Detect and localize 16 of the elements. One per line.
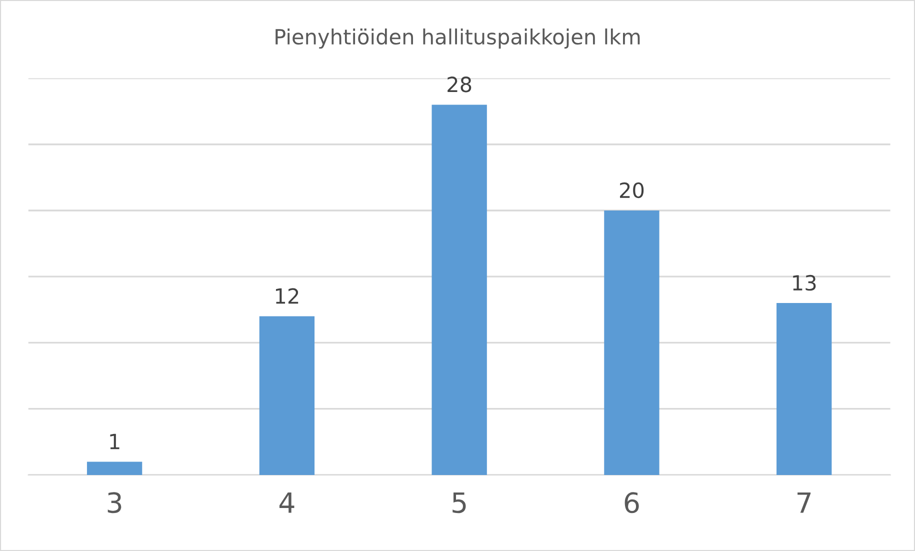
bar — [432, 104, 487, 475]
x-tick-label: 3 — [108, 492, 122, 514]
x-tick-label: 7 — [798, 492, 811, 513]
data-label: 12 — [276, 288, 298, 304]
bar — [776, 303, 832, 475]
x-tick-label: 6 — [624, 492, 639, 514]
bar — [259, 316, 315, 475]
data-label: 13 — [793, 274, 816, 291]
data-label: 20 — [620, 182, 644, 198]
data-label: 28 — [448, 76, 472, 92]
data-label: 1 — [110, 434, 120, 450]
x-tick-label: 4 — [279, 492, 294, 513]
chart-title: Pienyhtiöiden hallituspaikkojen lkm — [276, 28, 640, 49]
x-tick-label: 5 — [452, 492, 466, 514]
bar — [604, 210, 660, 475]
bar — [86, 462, 142, 475]
